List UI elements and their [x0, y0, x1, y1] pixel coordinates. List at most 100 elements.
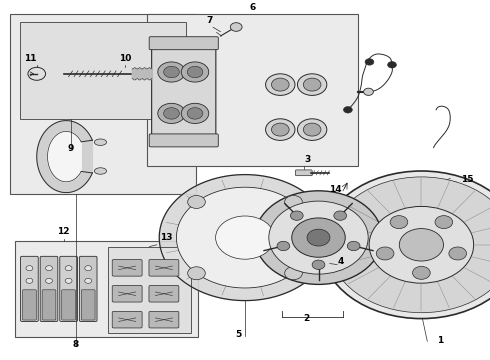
Bar [15, 241, 198, 337]
Circle shape [343, 107, 352, 113]
Bar [10, 14, 196, 194]
FancyBboxPatch shape [42, 290, 56, 320]
FancyBboxPatch shape [149, 285, 179, 302]
FancyBboxPatch shape [112, 260, 142, 276]
Circle shape [364, 88, 373, 95]
Circle shape [181, 103, 209, 123]
FancyBboxPatch shape [60, 256, 77, 321]
FancyBboxPatch shape [149, 134, 218, 147]
Circle shape [435, 216, 453, 229]
Polygon shape [142, 68, 145, 80]
Circle shape [321, 171, 490, 319]
Text: 7: 7 [206, 16, 213, 25]
Circle shape [376, 247, 394, 260]
Circle shape [255, 191, 382, 284]
Polygon shape [137, 68, 140, 80]
FancyBboxPatch shape [149, 311, 179, 328]
Text: 12: 12 [57, 227, 70, 236]
Text: 2: 2 [303, 314, 309, 323]
FancyBboxPatch shape [112, 285, 142, 302]
FancyBboxPatch shape [149, 260, 179, 276]
Circle shape [158, 103, 185, 123]
Circle shape [266, 74, 295, 95]
FancyBboxPatch shape [21, 256, 38, 321]
Circle shape [164, 66, 179, 78]
Circle shape [369, 206, 474, 283]
FancyBboxPatch shape [62, 290, 75, 320]
Circle shape [329, 177, 490, 313]
FancyBboxPatch shape [295, 170, 312, 176]
Text: 9: 9 [68, 144, 74, 153]
Text: 5: 5 [236, 330, 242, 339]
Circle shape [307, 229, 330, 246]
Circle shape [297, 119, 327, 140]
Circle shape [46, 278, 52, 283]
Circle shape [399, 229, 443, 261]
Circle shape [390, 216, 408, 229]
Circle shape [285, 267, 302, 280]
Circle shape [388, 62, 396, 68]
Polygon shape [149, 68, 152, 80]
FancyBboxPatch shape [81, 290, 95, 320]
Circle shape [285, 195, 302, 208]
Ellipse shape [94, 139, 107, 145]
FancyBboxPatch shape [149, 37, 218, 50]
Circle shape [292, 218, 345, 257]
Polygon shape [135, 68, 137, 80]
Text: 11: 11 [24, 54, 37, 63]
Circle shape [297, 74, 327, 95]
Circle shape [277, 241, 290, 251]
Text: 8: 8 [73, 340, 79, 349]
Circle shape [266, 119, 295, 140]
Circle shape [449, 247, 466, 260]
Circle shape [187, 108, 203, 119]
Text: 6: 6 [249, 3, 255, 12]
Circle shape [334, 211, 346, 220]
Circle shape [26, 266, 33, 271]
Circle shape [271, 123, 289, 136]
Ellipse shape [94, 168, 107, 174]
Text: 1: 1 [437, 336, 443, 345]
Circle shape [216, 216, 274, 259]
Circle shape [269, 201, 368, 274]
Text: 10: 10 [119, 54, 131, 63]
Text: 4: 4 [337, 257, 344, 266]
Circle shape [187, 66, 203, 78]
Polygon shape [159, 175, 330, 301]
Polygon shape [176, 187, 312, 288]
Text: 14: 14 [329, 185, 342, 194]
Circle shape [158, 62, 185, 82]
Circle shape [230, 23, 242, 31]
FancyBboxPatch shape [23, 290, 36, 320]
Text: 15: 15 [461, 175, 473, 184]
Circle shape [181, 62, 209, 82]
Circle shape [303, 78, 321, 91]
Polygon shape [145, 68, 147, 80]
FancyBboxPatch shape [152, 39, 216, 145]
Polygon shape [140, 68, 142, 80]
Circle shape [85, 278, 92, 283]
Circle shape [413, 266, 430, 279]
Circle shape [188, 195, 205, 208]
FancyBboxPatch shape [40, 256, 58, 321]
Circle shape [65, 266, 72, 271]
Circle shape [85, 266, 92, 271]
Circle shape [188, 267, 205, 280]
Circle shape [347, 241, 360, 251]
Circle shape [303, 123, 321, 136]
Circle shape [26, 278, 33, 283]
Bar [20, 22, 186, 119]
Circle shape [46, 266, 52, 271]
Text: 3: 3 [305, 155, 311, 164]
Circle shape [65, 278, 72, 283]
Text: 13: 13 [160, 233, 173, 242]
Bar [147, 14, 358, 166]
Bar [108, 247, 191, 333]
Circle shape [312, 260, 325, 269]
Polygon shape [147, 68, 149, 80]
Circle shape [291, 211, 303, 220]
FancyBboxPatch shape [112, 311, 142, 328]
Circle shape [365, 59, 374, 65]
Circle shape [271, 78, 289, 91]
FancyBboxPatch shape [79, 256, 97, 321]
